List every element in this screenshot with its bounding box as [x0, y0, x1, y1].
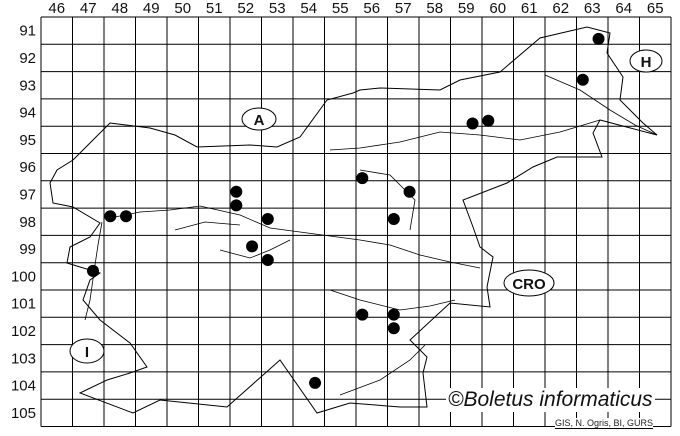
slovenia-border	[49, 26, 658, 414]
record-dot	[261, 253, 274, 266]
column-label: 56	[363, 0, 380, 17]
country-label-croatia: CRO	[503, 269, 555, 297]
row-label: 104	[11, 378, 36, 395]
column-label: 50	[174, 0, 191, 17]
record-dot	[246, 240, 259, 253]
rivers	[84, 74, 658, 396]
country-label-austria: A	[241, 107, 277, 131]
grid-lines	[40, 16, 672, 427]
row-label: 92	[19, 50, 36, 67]
river-ljubljanica	[219, 239, 291, 259]
row-label: 91	[19, 23, 36, 40]
column-label: 58	[426, 0, 443, 17]
river-krka	[329, 289, 456, 311]
column-label: 47	[80, 0, 97, 17]
credit-source: GIS, N. Ogris, BI, GURS	[555, 418, 654, 429]
river-drava	[329, 119, 601, 151]
column-label: 63	[584, 0, 601, 17]
record-dot	[230, 185, 243, 198]
record-dots	[86, 32, 605, 389]
column-label: 52	[237, 0, 254, 17]
river-mura	[544, 74, 658, 136]
column-label: 64	[615, 0, 632, 17]
column-label: 62	[552, 0, 569, 17]
country-label-text: H	[641, 54, 652, 71]
record-dot	[86, 264, 99, 277]
record-dot	[230, 199, 243, 212]
row-label: 94	[19, 105, 36, 122]
column-label: 53	[269, 0, 286, 17]
record-dot	[387, 308, 400, 321]
row-label: 101	[11, 296, 36, 313]
record-dot	[576, 73, 589, 86]
row-label: 96	[19, 159, 36, 176]
row-label: 99	[19, 241, 36, 258]
column-label: 48	[111, 0, 128, 17]
record-dot	[592, 32, 605, 45]
record-dot	[466, 117, 479, 130]
record-dot	[104, 210, 117, 223]
river-savinja	[359, 169, 416, 231]
row-label: 98	[19, 214, 36, 231]
river-soca	[84, 221, 103, 321]
column-label: 60	[489, 0, 506, 17]
record-dot	[482, 114, 495, 127]
column-labels: 46 47 48 49 50 51 52 53 54 55 56 57 58 59 60 61 62 63 64 65	[48, 0, 663, 17]
record-dot	[387, 213, 400, 226]
record-dot	[356, 172, 369, 185]
row-label: 103	[11, 350, 36, 367]
column-label: 61	[521, 0, 538, 17]
record-dot	[403, 185, 416, 198]
country-label-italy: I	[69, 338, 105, 364]
country-label-text: A	[254, 112, 265, 129]
river-sava	[109, 205, 481, 269]
column-label: 51	[206, 0, 223, 17]
credit-title: ©Boletus informaticus	[446, 388, 655, 412]
row-label: 93	[19, 77, 36, 94]
record-dot	[120, 210, 133, 223]
country-label-hungary: H	[629, 49, 663, 73]
country-label-text: CRO	[512, 276, 546, 293]
row-label: 97	[19, 186, 36, 203]
record-dot	[356, 308, 369, 321]
column-label: 46	[48, 0, 65, 17]
row-label: 95	[19, 132, 36, 149]
river-kolpa	[339, 344, 426, 396]
column-label: 54	[300, 0, 317, 17]
record-dot	[261, 213, 274, 226]
record-dot	[387, 322, 400, 335]
column-label: 57	[395, 0, 412, 17]
country-label-text: I	[85, 344, 89, 361]
row-label: 102	[11, 323, 36, 340]
column-label: 55	[332, 0, 349, 17]
row-label: 100	[11, 268, 36, 285]
column-label: 59	[458, 0, 475, 17]
record-dot	[309, 376, 322, 389]
column-label: 65	[647, 0, 664, 17]
river-sora	[174, 221, 241, 231]
row-label: 105	[11, 405, 36, 422]
column-label: 49	[143, 0, 160, 17]
row-labels: 91 92 93 94 95 96 97 98 99 100 101 102 103 104 105	[11, 23, 36, 422]
